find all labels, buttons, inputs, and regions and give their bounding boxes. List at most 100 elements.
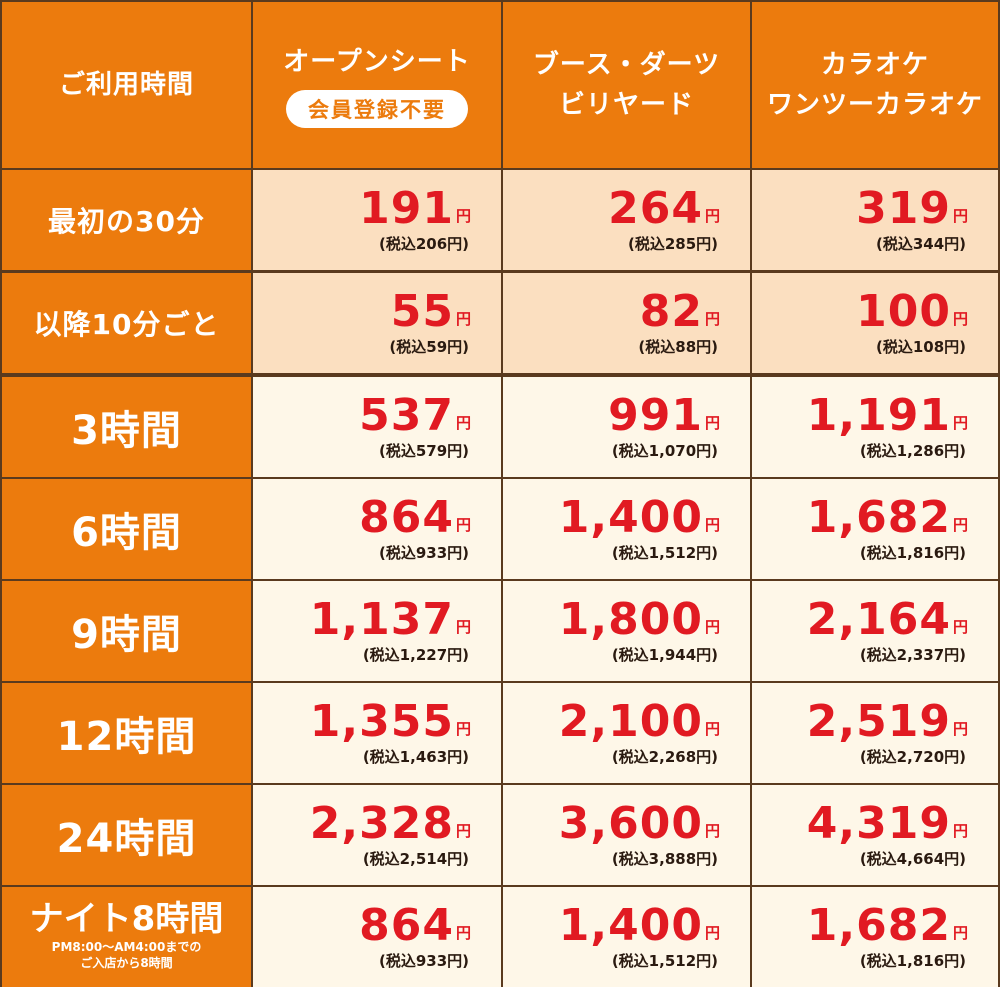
price-value: 864 [359,899,454,951]
header-open-seat-title: オープンシート [283,46,471,77]
price-amount: 82 円 [640,289,720,334]
yen-unit: 円 [952,515,968,534]
yen-unit: 円 [952,206,968,225]
header-booth-line2: ビリヤード [558,90,694,120]
tax-included-price: (税込1,286円) [859,441,966,460]
tax-included-price: (税込3,888円) [611,849,718,868]
row-time-label: 12時間 [56,714,197,760]
price-value: 3,600 [558,797,703,849]
price-cell-open-seat: 2,328 円 (税込2,514円) [253,785,503,885]
price-amount: 3,600 円 [558,797,720,849]
price-value: 1,355 [309,695,454,747]
price-value: 1,400 [558,491,703,543]
price-amount: 264 円 [608,182,720,234]
row-time-label-cell: 3時間 [2,377,253,477]
price-amount: 1,137 円 [309,593,471,645]
price-value: 1,682 [806,899,951,951]
header-open-seat: オープンシート 会員登録不要 [253,2,503,168]
price-value: 1,137 [309,593,454,645]
price-value: 2,519 [806,695,951,747]
price-amount: 100 円 [856,285,968,337]
row-time-label: 9時間 [71,612,182,658]
tax-included-price: (税込59円) [389,337,469,356]
price-cell-open-seat: 864 円 (税込933円) [253,887,503,987]
price-value: 1,800 [558,593,703,645]
yen-unit: 円 [455,413,471,432]
tax-included-price: (税込2,337円) [859,645,966,664]
tax-included-price: (税込285円) [627,234,718,253]
header-karaoke: カラオケ ワンツーカラオケ [752,2,998,168]
tax-included-price: (税込1,512円) [611,951,718,970]
price-cell-karaoke: 1,682 円 (税込1,816円) [752,479,998,579]
price-value: 991 [608,389,703,441]
row-time-label: 最初の30分 [48,205,205,238]
price-amount: 1,400 円 [558,491,720,543]
yen-unit: 円 [704,413,720,432]
price-cell-open-seat: 191 円 (税込206円) [253,170,503,270]
price-amount: 2,328 円 [309,797,471,849]
tax-included-price: (税込1,463円) [362,747,469,766]
yen-unit: 円 [455,309,471,328]
yen-unit: 円 [704,821,720,840]
price-cell-open-seat: 1,137 円 (税込1,227円) [253,581,503,681]
table-row: 12時間 1,355 円 (税込1,463円) 2,100 円 (税込2,268円) 2,51… [2,683,998,783]
price-amount: 1,682 円 [806,899,968,951]
night-plan-label: ナイト8時間 [29,899,224,940]
row-time-label-cell: ナイト8時間 PM8:00～AM4:00までの ご入店から8時間 [2,887,253,987]
tax-included-price: (税込206円) [378,234,469,253]
price-amount: 1,191 円 [806,389,968,441]
price-value: 1,682 [806,491,951,543]
tax-included-price: (税込1,227円) [362,645,469,664]
tax-included-price: (税込4,664円) [859,849,966,868]
price-cell-open-seat: 537 円 (税込579円) [253,377,503,477]
table-row: 9時間 1,137 円 (税込1,227円) 1,800 円 (税込1,944円) 2,164… [2,581,998,681]
no-membership-badge: 会員登録不要 [286,90,468,129]
yen-unit: 円 [704,515,720,534]
price-cell-booth: 1,400 円 (税込1,512円) [503,887,752,987]
yen-unit: 円 [455,719,471,738]
header-booth: ブース・ダーツ ビリヤード [503,2,752,168]
price-amount: 2,519 円 [806,695,968,747]
price-amount: 537 円 [359,393,471,438]
tax-included-price: (税込2,514円) [362,849,469,868]
yen-unit: 円 [455,617,471,636]
header-usage-time: ご利用時間 [2,2,253,168]
tax-included-price: (税込108円) [875,337,966,356]
price-amount: 991 円 [608,389,720,441]
price-cell-karaoke: 4,319 円 (税込4,664円) [752,785,998,885]
yen-unit: 円 [455,515,471,534]
price-cell-booth: 264 円 (税込285円) [503,170,752,270]
price-value: 4,319 [806,797,951,849]
price-cell-open-seat: 1,355 円 (税込1,463円) [253,683,503,783]
row-time-label: 6時間 [71,510,182,556]
header-booth-line1: ブース・ダーツ [532,49,721,80]
tax-included-price: (税込1,816円) [859,543,966,562]
yen-unit: 円 [455,923,471,942]
price-value: 2,328 [309,797,454,849]
row-time-label-cell: 9時間 [2,581,253,681]
price-value: 1,400 [558,899,703,951]
price-amount: 4,319 円 [806,797,968,849]
price-cell-karaoke: 1,682 円 (税込1,816円) [752,887,998,987]
row-time-label: 以降10分ごと [33,308,220,341]
yen-unit: 円 [952,309,968,328]
price-value: 1,191 [806,389,951,441]
tax-included-price: (税込579円) [378,441,469,460]
yen-unit: 円 [704,719,720,738]
price-value: 191 [359,182,454,234]
price-value: 2,164 [806,593,951,645]
yen-unit: 円 [455,821,471,840]
price-value: 100 [856,285,951,337]
yen-unit: 円 [952,719,968,738]
tax-included-price: (税込88円) [638,337,718,356]
tax-included-price: (税込933円) [378,543,469,562]
price-value: 864 [359,491,454,543]
price-amount: 319 円 [856,186,968,231]
price-amount: 191 円 [359,182,471,234]
price-amount: 1,355 円 [309,695,471,747]
price-cell-booth: 991 円 (税込1,070円) [503,377,752,477]
header-usage-time-label: ご利用時間 [58,69,194,100]
row-time-label-cell: 6時間 [2,479,253,579]
price-value: 264 [608,182,703,234]
price-cell-karaoke: 2,164 円 (税込2,337円) [752,581,998,681]
